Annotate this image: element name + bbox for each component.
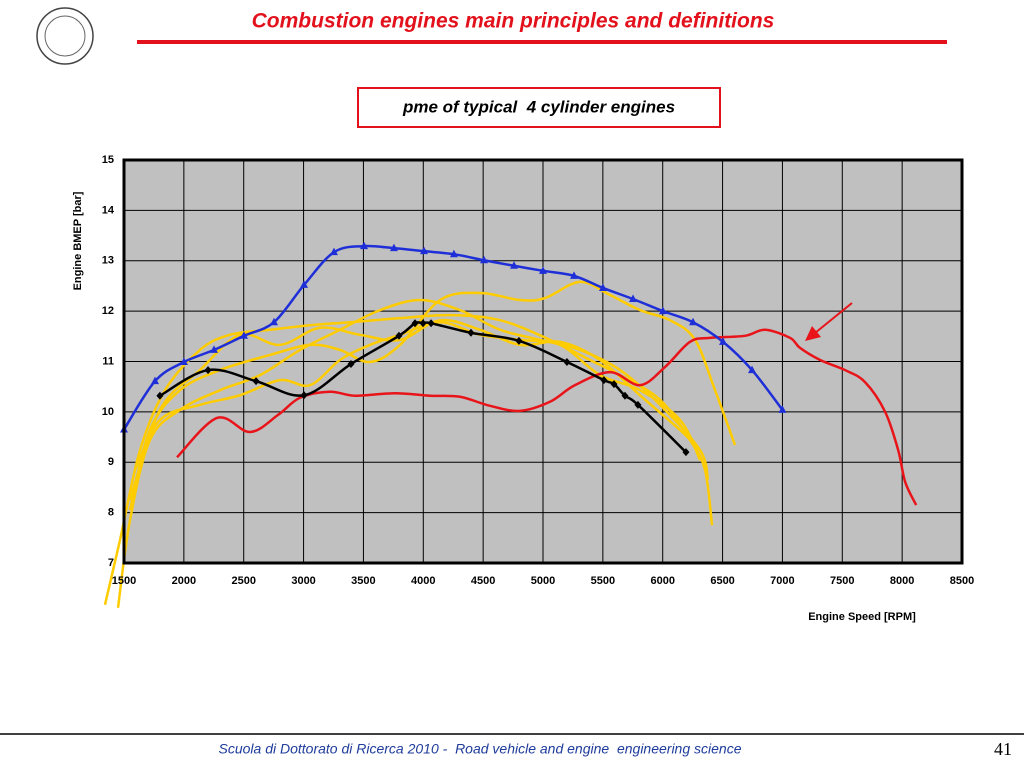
triangle-marker bbox=[270, 317, 279, 326]
triangle-marker bbox=[329, 247, 338, 256]
series bbox=[116, 298, 710, 609]
diamond-marker bbox=[621, 391, 629, 400]
logo-ring bbox=[36, 7, 94, 65]
x-tick-label: 5000 bbox=[531, 575, 555, 587]
x-tick-label: 4000 bbox=[411, 575, 435, 587]
diamond-marker bbox=[419, 319, 427, 328]
triangle-marker bbox=[748, 365, 757, 374]
diamond-marker bbox=[600, 376, 608, 385]
diamond-marker bbox=[610, 380, 618, 389]
triangle-marker bbox=[239, 331, 248, 339]
x-tick-label: 1500 bbox=[112, 575, 136, 587]
diamond-marker bbox=[347, 360, 355, 369]
triangle-marker bbox=[179, 357, 188, 366]
diamond-marker bbox=[204, 366, 212, 375]
x-tick-label: 7500 bbox=[830, 575, 854, 587]
y-tick-label: 14 bbox=[102, 204, 115, 216]
arrow-head bbox=[805, 326, 821, 341]
triangle-marker bbox=[598, 283, 607, 291]
triangle-marker bbox=[539, 266, 547, 274]
diamond-marker bbox=[634, 400, 642, 409]
page-number: 41 bbox=[994, 739, 1012, 759]
triangle-marker bbox=[151, 376, 160, 385]
y-tick-label: 13 bbox=[102, 255, 114, 267]
y-tick-label: 15 bbox=[102, 154, 114, 166]
logo-inner bbox=[44, 15, 86, 57]
series-line bbox=[176, 328, 918, 506]
x-tick-label: 3500 bbox=[351, 575, 375, 587]
x-tick-label: 5500 bbox=[591, 575, 615, 587]
x-tick-label: 6000 bbox=[650, 575, 674, 587]
x-tick-label: 4500 bbox=[471, 575, 495, 587]
footer-text: Scuola di Dottorato di Ricerca 2010 - Ro… bbox=[219, 741, 742, 757]
y-tick-label: 11 bbox=[102, 355, 114, 367]
x-tick-label: 3000 bbox=[291, 575, 315, 587]
y-tick-label: 12 bbox=[102, 305, 114, 317]
triangle-marker bbox=[210, 345, 219, 353]
triangle-marker bbox=[300, 280, 309, 288]
diamond-marker bbox=[515, 336, 523, 345]
diamond-marker bbox=[682, 448, 690, 457]
x-tick-label: 2000 bbox=[172, 575, 196, 587]
y-tick-label: 8 bbox=[108, 507, 114, 519]
triangle-marker bbox=[570, 271, 579, 279]
plot-frame bbox=[122, 158, 964, 565]
arrow-shaft bbox=[814, 302, 853, 334]
series-layer bbox=[103, 241, 918, 609]
x-tick-label: 6500 bbox=[710, 575, 734, 587]
x-axis-label: Engine Speed [RPM] bbox=[808, 611, 916, 623]
series-line bbox=[103, 313, 714, 606]
triangle-marker bbox=[689, 317, 698, 326]
triangle-marker bbox=[449, 249, 458, 258]
triangle-marker bbox=[658, 306, 667, 315]
triangle-marker bbox=[778, 405, 787, 413]
diamond-marker bbox=[427, 319, 435, 328]
triangle-marker bbox=[510, 261, 519, 269]
triangle-marker bbox=[479, 255, 488, 264]
triangle-marker bbox=[360, 241, 369, 250]
slide-title: Combustion engines main principles and d… bbox=[252, 10, 775, 33]
x-tick-label: 8000 bbox=[890, 575, 914, 587]
y-tick-label: 9 bbox=[108, 456, 114, 468]
y-tick-label: 10 bbox=[102, 406, 114, 418]
triangle-marker bbox=[719, 337, 728, 345]
diamond-marker bbox=[563, 358, 571, 367]
diamond-marker bbox=[411, 319, 419, 328]
series bbox=[176, 328, 918, 506]
logo bbox=[36, 7, 94, 65]
annotation-arrow bbox=[805, 302, 853, 341]
x-tick-label: 2500 bbox=[231, 575, 255, 587]
series bbox=[103, 313, 714, 606]
diamond-marker bbox=[395, 331, 403, 340]
diamond-marker bbox=[300, 391, 308, 400]
x-tick-label: 7000 bbox=[770, 575, 794, 587]
triangle-marker bbox=[629, 294, 638, 303]
y-axis-label: Engine BMEP [bar] bbox=[72, 191, 84, 290]
diamond-marker bbox=[156, 391, 164, 400]
diamond-marker bbox=[467, 328, 475, 337]
chart-title: pme of typical 4 cylinder engines bbox=[402, 97, 675, 116]
series-line bbox=[116, 298, 710, 609]
triangle-marker bbox=[389, 243, 398, 252]
triangle-marker bbox=[420, 246, 429, 255]
diamond-marker bbox=[252, 377, 260, 386]
y-tick-label: 7 bbox=[108, 557, 114, 569]
series bbox=[156, 319, 690, 457]
chart-title-box bbox=[357, 87, 721, 128]
x-tick-label: 8500 bbox=[950, 575, 974, 587]
